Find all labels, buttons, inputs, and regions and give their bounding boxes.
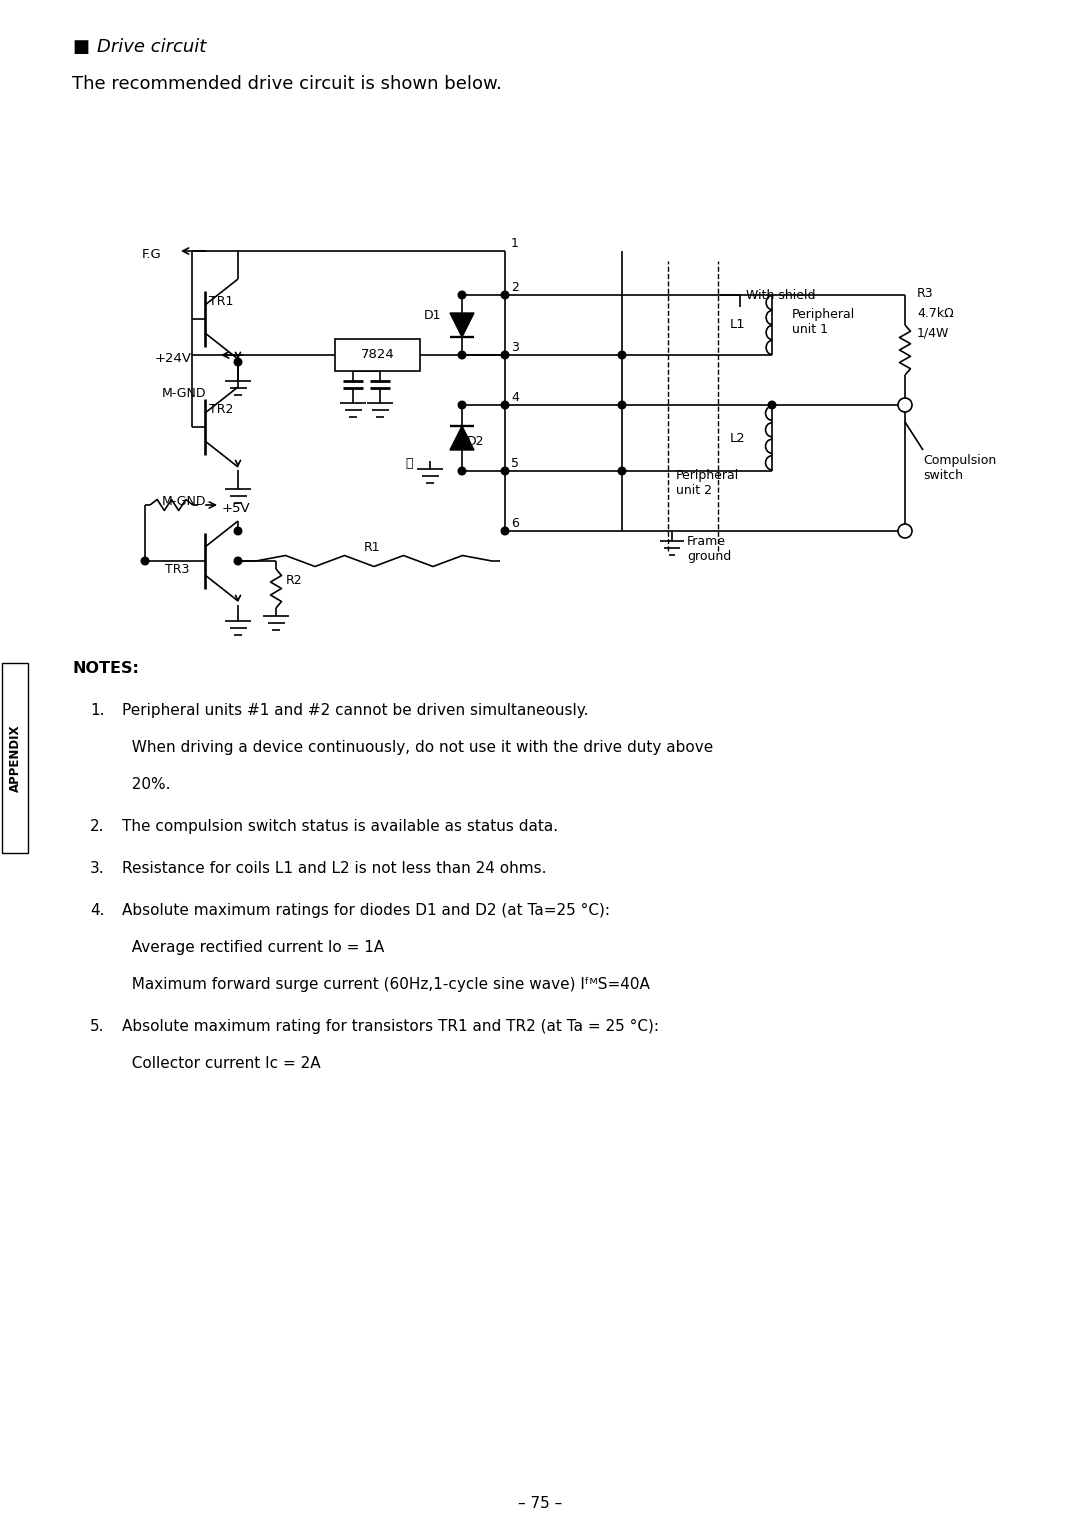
Circle shape [897, 524, 912, 538]
Text: 2: 2 [511, 281, 518, 294]
Circle shape [234, 527, 242, 535]
Text: With shield: With shield [746, 290, 815, 302]
Text: Maximum forward surge current (60Hz,1-cycle sine wave) IᶠᴹS=40A: Maximum forward surge current (60Hz,1-cy… [122, 977, 650, 992]
Text: 2.: 2. [90, 819, 105, 834]
Circle shape [501, 351, 509, 359]
Text: 4.: 4. [90, 903, 105, 918]
Text: 4.7kΩ: 4.7kΩ [917, 307, 954, 320]
Text: Drive circuit: Drive circuit [97, 38, 206, 57]
Text: Resistance for coils L1 and L2 is not less than 24 ohms.: Resistance for coils L1 and L2 is not le… [122, 862, 546, 875]
Bar [2, 662, 28, 852]
Text: The compulsion switch status is available as status data.: The compulsion switch status is availabl… [122, 819, 558, 834]
Text: TR1: TR1 [210, 294, 233, 308]
Text: When driving a device continuously, do not use it with the drive duty above: When driving a device continuously, do n… [122, 740, 713, 754]
Text: Average rectified current Io = 1A: Average rectified current Io = 1A [122, 940, 384, 955]
Text: The recommended drive circuit is shown below.: The recommended drive circuit is shown b… [72, 75, 502, 94]
Text: 4: 4 [511, 391, 518, 405]
Text: F.G: F.G [141, 248, 162, 261]
Text: D1: D1 [424, 310, 442, 322]
Text: Peripheral
unit 1: Peripheral unit 1 [792, 308, 855, 336]
Text: 5.: 5. [90, 1019, 105, 1033]
Text: Peripheral
unit 2: Peripheral unit 2 [676, 469, 739, 497]
Circle shape [501, 527, 509, 535]
Text: 5: 5 [511, 457, 519, 471]
Text: Compulsion
switch: Compulsion switch [923, 454, 996, 481]
Circle shape [458, 351, 465, 359]
Text: – 75 –: – 75 – [518, 1496, 562, 1512]
Circle shape [501, 468, 509, 475]
Text: 6: 6 [511, 517, 518, 530]
Text: 睿: 睿 [405, 457, 413, 471]
Text: 3.: 3. [90, 862, 105, 875]
Circle shape [768, 402, 775, 409]
Text: Absolute maximum ratings for diodes D1 and D2 (at Ta=25 °C):: Absolute maximum ratings for diodes D1 a… [122, 903, 610, 918]
Circle shape [618, 402, 625, 409]
Circle shape [458, 291, 465, 299]
Bar [335, 339, 420, 371]
Circle shape [618, 468, 625, 475]
Text: Absolute maximum rating for transistors TR1 and TR2 (at Ta = 25 °C):: Absolute maximum rating for transistors … [122, 1019, 659, 1035]
Circle shape [501, 291, 509, 299]
Text: +24V: +24V [156, 353, 192, 365]
Text: R3: R3 [917, 287, 933, 300]
Text: TR2: TR2 [210, 403, 233, 415]
Text: M-GND: M-GND [162, 386, 206, 400]
Circle shape [234, 556, 242, 564]
Text: 3: 3 [511, 340, 518, 354]
Text: Frame
ground: Frame ground [687, 535, 731, 563]
Text: 1/4W: 1/4W [917, 327, 949, 340]
Text: R1: R1 [364, 541, 380, 553]
Text: D2: D2 [467, 435, 485, 448]
Text: Peripheral units #1 and #2 cannot be driven simultaneously.: Peripheral units #1 and #2 cannot be dri… [122, 704, 589, 717]
Text: R2: R2 [286, 575, 302, 587]
Text: APPENDIX: APPENDIX [9, 724, 22, 791]
Text: NOTES:: NOTES: [72, 661, 139, 676]
Circle shape [501, 402, 509, 409]
Text: ■: ■ [72, 38, 89, 57]
Text: M-GND: M-GND [162, 495, 206, 507]
Text: 7824: 7824 [361, 348, 394, 362]
Text: +5V: +5V [222, 501, 251, 515]
Text: L1: L1 [730, 319, 746, 331]
Circle shape [618, 351, 625, 359]
Circle shape [458, 468, 465, 475]
Text: TR3: TR3 [165, 563, 189, 576]
Text: 1.: 1. [90, 704, 105, 717]
Circle shape [897, 399, 912, 412]
Circle shape [458, 402, 465, 409]
Polygon shape [450, 426, 474, 451]
Text: L2: L2 [730, 431, 746, 445]
Text: Collector current Ic = 2A: Collector current Ic = 2A [122, 1056, 321, 1072]
Text: 20%.: 20%. [122, 777, 171, 793]
Circle shape [141, 556, 149, 564]
Polygon shape [450, 313, 474, 337]
Text: 1: 1 [511, 238, 518, 250]
Circle shape [234, 359, 242, 366]
